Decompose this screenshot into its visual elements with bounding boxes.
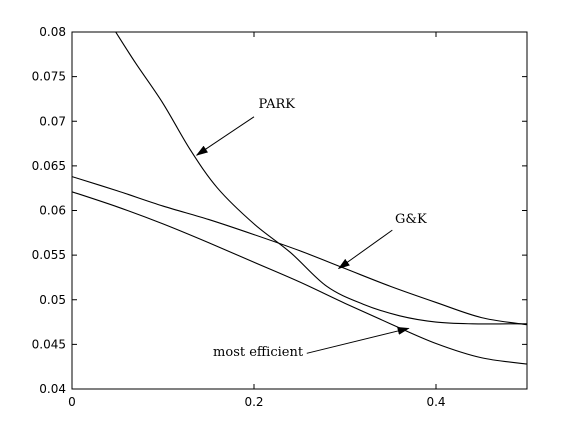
x-tick-label: 0.4 xyxy=(426,395,445,409)
y-tick-label: 0.05 xyxy=(39,293,66,307)
y-tick-label: 0.055 xyxy=(32,248,66,262)
y-tick-label: 0.06 xyxy=(39,204,66,218)
y-tick-label: 0.07 xyxy=(39,114,66,128)
y-tick-label: 0.045 xyxy=(32,337,66,351)
annotation-label-park: PARK xyxy=(259,97,296,112)
y-tick-label: 0.075 xyxy=(32,70,66,84)
series-line-g-k xyxy=(72,176,527,326)
y-tick-label: 0.08 xyxy=(39,25,66,39)
annotation-arrow-park xyxy=(195,116,255,156)
x-tick-label: 0.2 xyxy=(244,395,263,409)
annotation-label-g-k: G&K xyxy=(395,212,427,227)
plot-frame xyxy=(71,31,528,390)
annotation-arrow-most-efficient xyxy=(306,327,410,354)
annotation-arrow-g-k xyxy=(337,229,393,270)
y-tick-label: 0.04 xyxy=(39,382,66,396)
x-tick-label: 0 xyxy=(68,395,76,409)
series-line-most-efficient xyxy=(72,191,527,365)
chart-marks: 0 0.2 0.4 0.04 0.045 0.05 0.055 0.06 0.065 0.07 0.… xyxy=(32,25,527,409)
y-tick-label: 0.065 xyxy=(32,159,66,173)
annotation-label-most-efficient: most efficient xyxy=(213,345,304,360)
series-line-park xyxy=(115,32,527,325)
